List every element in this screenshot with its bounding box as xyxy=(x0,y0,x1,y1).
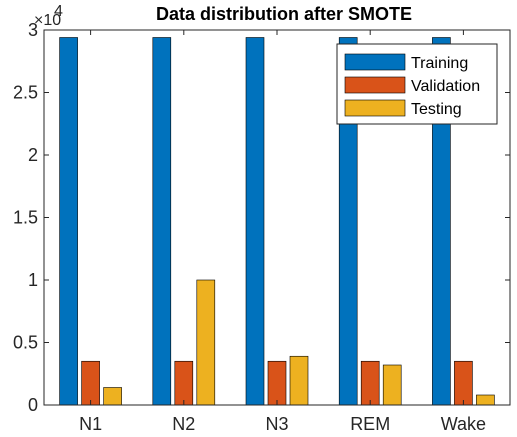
y-tick-label: 1 xyxy=(28,270,38,290)
axes-group: 0 0.5 1 1.5 2 2.5 3 N1 N2 N3 REM Wake xyxy=(13,20,511,434)
bar-validation-n2 xyxy=(174,360,194,406)
y-tick-label: 2.5 xyxy=(13,83,38,103)
bar-validation-rem xyxy=(360,360,380,406)
legend-label-training: Training xyxy=(411,55,468,72)
bar-testing-n3 xyxy=(289,355,309,406)
y-tick-label: 0.5 xyxy=(13,333,38,353)
x-tick-label-rem: REM xyxy=(350,414,390,434)
bar-testing-rem xyxy=(382,364,402,406)
y-exponent-power: 4 xyxy=(54,3,63,20)
legend-label-testing: Testing xyxy=(411,101,462,118)
y-tick-label: 0 xyxy=(28,395,38,415)
y-exponent-base: ×10 xyxy=(34,12,61,29)
legend: Training Validation Testing xyxy=(336,43,498,125)
x-tick-label-n2: N2 xyxy=(172,414,195,434)
bar-training-n2 xyxy=(152,37,172,406)
bar-validation-n3 xyxy=(267,360,287,406)
bar-training-n1 xyxy=(59,37,78,406)
y-tick-label: 1.5 xyxy=(13,208,38,228)
x-tick-label-n3: N3 xyxy=(265,414,288,434)
legend-label-validation: Validation xyxy=(411,78,480,95)
bar-training-n3 xyxy=(245,37,265,406)
bar-testing-n2 xyxy=(196,279,216,406)
bar-testing-n1 xyxy=(103,387,122,406)
x-tick-label-wake: Wake xyxy=(441,414,486,434)
bar-validation-n1 xyxy=(81,360,100,406)
legend-swatch-validation xyxy=(344,76,406,94)
chart-title: Data distribution after SMOTE xyxy=(156,4,412,24)
bar-testing-wake xyxy=(476,394,495,406)
y-tick-label: 3 xyxy=(28,20,38,40)
y-tick-label: 2 xyxy=(28,145,38,165)
bars-group xyxy=(59,37,495,406)
bar-validation-wake xyxy=(454,360,473,406)
x-tick-label-n1: N1 xyxy=(79,414,102,434)
legend-swatch-testing xyxy=(344,99,406,117)
legend-swatch-training xyxy=(344,53,406,71)
